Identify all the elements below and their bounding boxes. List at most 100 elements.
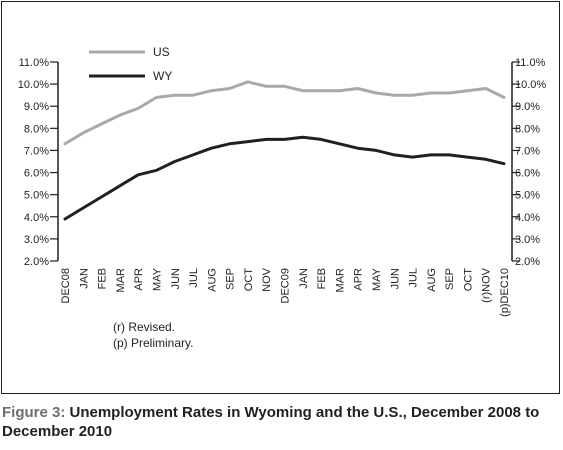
series-line-us	[63, 80, 506, 146]
x-tick-label: APR	[133, 268, 145, 291]
data-point-wy	[503, 162, 505, 165]
note-preliminary: (p) Preliminary.	[113, 336, 194, 350]
x-tick-label: MAY	[371, 267, 383, 291]
data-point-us	[338, 89, 341, 92]
x-tick-label: AUG	[426, 268, 438, 292]
x-tick-label: SEP	[444, 268, 456, 290]
y-tick-label-right: 10.0%	[515, 79, 546, 91]
data-point-wy	[210, 147, 213, 150]
y-tick-label-right: 2.0%	[515, 256, 540, 268]
y-tick-label-left: 10.0%	[18, 79, 49, 91]
y-tick-label-left: 4.0%	[24, 212, 49, 224]
x-tick-label: MAR	[334, 268, 346, 293]
data-point-us	[119, 114, 121, 116]
data-point-us	[173, 94, 176, 96]
data-point-wy	[320, 138, 322, 141]
note-revised: (r) Revised.	[113, 320, 176, 334]
data-point-us	[247, 81, 249, 83]
data-point-wy	[448, 154, 450, 156]
x-tick-label: MAR	[115, 268, 127, 293]
caption-text: Unemployment Rates in Wyoming and the U.…	[2, 404, 540, 440]
x-tick-label: OCT	[243, 268, 255, 292]
data-point-wy	[338, 143, 341, 145]
data-point-us	[301, 89, 304, 92]
legend-label-us: US	[153, 45, 170, 59]
line-chart: 2.0% 2.0% 3.0% 3.0% 4.0% 4.0% 5.0% 5.0% 6.0% 6.0%…	[18, 45, 547, 317]
x-tick-label: OCT	[462, 268, 474, 292]
x-tick-label: JUL	[188, 268, 200, 288]
y-tick-label-left: 6.0%	[24, 168, 49, 180]
data-point-wy	[356, 147, 359, 150]
series-line-wy	[63, 135, 506, 221]
y-tick-label-left: 11.0%	[19, 57, 50, 69]
data-point-wy	[430, 154, 432, 156]
data-point-wy	[411, 156, 414, 158]
x-tick-label: JAN	[298, 268, 310, 289]
y-tick-label-right: 7.0%	[515, 145, 540, 157]
y-tick-label-left: 9.0%	[24, 101, 49, 113]
data-point-us	[192, 94, 194, 96]
y-tick-label-right: 8.0%	[515, 123, 540, 135]
data-point-us	[393, 94, 396, 96]
data-point-us	[320, 89, 322, 92]
data-point-wy	[119, 185, 121, 187]
data-point-wy	[301, 136, 304, 138]
data-point-us	[155, 96, 158, 99]
data-point-us	[64, 143, 66, 145]
y-tick-label-right: 11.0%	[515, 57, 546, 69]
data-point-us	[210, 89, 213, 92]
x-tick-label: JAN	[78, 268, 90, 289]
x-tick-label: JUN	[389, 268, 401, 289]
x-tick-label: NOV	[261, 267, 273, 292]
data-point-us	[228, 87, 231, 90]
data-point-us	[356, 87, 359, 90]
data-point-wy	[137, 173, 139, 176]
figure-caption: Figure 3: Unemployment Rates in Wyoming …	[2, 403, 558, 441]
x-tick-label: DEC09	[280, 268, 292, 303]
data-point-wy	[283, 138, 286, 141]
data-point-us	[430, 92, 432, 94]
data-point-wy	[265, 138, 268, 141]
y-tick-label-right: 6.0%	[515, 168, 540, 180]
x-tick-label: JUL	[408, 268, 420, 288]
y-tick-label-right: 5.0%	[515, 190, 540, 202]
y-tick-label-left: 3.0%	[24, 234, 49, 246]
data-point-us	[265, 85, 268, 88]
caption-lead: Figure 3:	[2, 404, 66, 421]
data-point-wy	[228, 143, 231, 145]
data-point-wy	[375, 149, 377, 152]
x-tick-label: DEC08	[60, 268, 72, 303]
data-point-us	[137, 107, 139, 110]
data-point-us	[448, 92, 450, 94]
data-point-us	[375, 92, 377, 94]
y-tick-label-left: 7.0%	[24, 145, 49, 157]
y-tick-label-right: 9.0%	[515, 101, 540, 113]
data-point-us	[466, 89, 469, 92]
data-point-wy	[466, 156, 469, 158]
data-point-us	[484, 87, 487, 90]
chart-frame: 2.0% 2.0% 3.0% 3.0% 4.0% 4.0% 5.0% 5.0% 6.0% 6.0%…	[1, 1, 560, 394]
data-point-wy	[247, 140, 249, 143]
x-tick-label: (p)DEC10	[499, 268, 511, 317]
data-point-wy	[393, 154, 396, 156]
x-tick-label: SEP	[225, 268, 237, 290]
data-point-wy	[100, 196, 103, 198]
data-point-wy	[173, 160, 176, 163]
data-point-wy	[192, 154, 194, 156]
data-point-us	[100, 123, 103, 125]
x-tick-label: AUG	[206, 268, 218, 292]
y-tick-label-right: 4.0%	[515, 212, 540, 224]
x-tick-label: MAY	[151, 267, 163, 291]
data-point-wy	[82, 207, 85, 209]
x-tick-label: FEB	[97, 268, 109, 289]
legend-label-wy: WY	[153, 69, 172, 83]
y-tick-label-left: 8.0%	[24, 123, 49, 135]
data-point-us	[82, 131, 85, 134]
data-point-wy	[155, 169, 158, 172]
y-tick-label-left: 5.0%	[24, 190, 49, 202]
data-point-wy	[484, 158, 487, 161]
y-tick-label-left: 2.0%	[24, 256, 49, 268]
data-point-us	[283, 85, 286, 88]
y-tick-label-right: 3.0%	[515, 234, 540, 246]
x-tick-label: FEB	[316, 268, 328, 289]
